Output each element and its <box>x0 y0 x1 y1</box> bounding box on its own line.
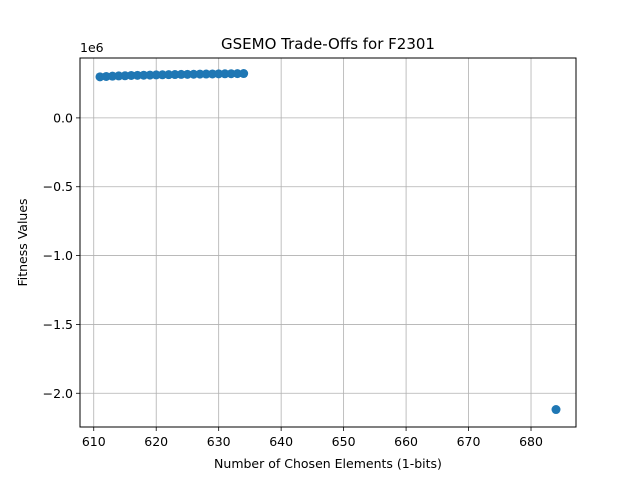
y-tick-label: −1.5 <box>43 317 73 332</box>
chart-title: GSEMO Trade-Offs for F2301 <box>221 35 435 53</box>
data-point <box>139 70 149 80</box>
x-tick-label: 670 <box>457 434 481 449</box>
data-point <box>207 69 217 79</box>
data-point <box>226 69 236 79</box>
data-point <box>182 69 192 79</box>
data-point <box>145 70 155 80</box>
data-point <box>170 70 180 80</box>
y-axis: −2.0 −1.5 −1.0 −0.5 0.0 <box>43 110 80 401</box>
x-tick-label: 660 <box>394 434 418 449</box>
data-point <box>151 70 161 80</box>
x-axis: 610 620 630 640 650 660 670 680 <box>82 427 543 449</box>
data-point <box>195 69 205 79</box>
scatter-points <box>95 69 561 415</box>
x-tick-label: 680 <box>519 434 543 449</box>
y-tick-label: 0.0 <box>53 110 73 125</box>
data-point <box>157 70 167 80</box>
data-point <box>551 405 561 415</box>
x-tick-label: 630 <box>207 434 231 449</box>
data-point <box>189 69 199 79</box>
data-point <box>176 69 186 79</box>
data-point <box>232 69 242 79</box>
data-point <box>214 69 224 79</box>
plot-frame <box>79 57 577 428</box>
x-tick-label: 620 <box>144 434 168 449</box>
y-tick-label: −1.0 <box>43 248 73 263</box>
x-tick-label: 640 <box>269 434 293 449</box>
data-point <box>220 69 230 79</box>
data-point <box>239 69 249 79</box>
data-point <box>132 70 142 80</box>
data-point <box>164 70 174 80</box>
x-axis-label: Number of Chosen Elements (1-bits) <box>214 456 442 471</box>
y-tick-label: −2.0 <box>43 386 73 401</box>
y-axis-offset-text: 1e6 <box>80 40 104 55</box>
x-tick-label: 610 <box>82 434 106 449</box>
data-point <box>114 71 124 81</box>
y-tick-label: −0.5 <box>43 179 73 194</box>
x-tick-label: 650 <box>332 434 356 449</box>
y-axis-label: Fitness Values <box>15 198 30 286</box>
data-point <box>201 69 211 79</box>
plot-area <box>80 58 576 427</box>
grid <box>80 58 576 427</box>
data-point <box>126 70 136 80</box>
